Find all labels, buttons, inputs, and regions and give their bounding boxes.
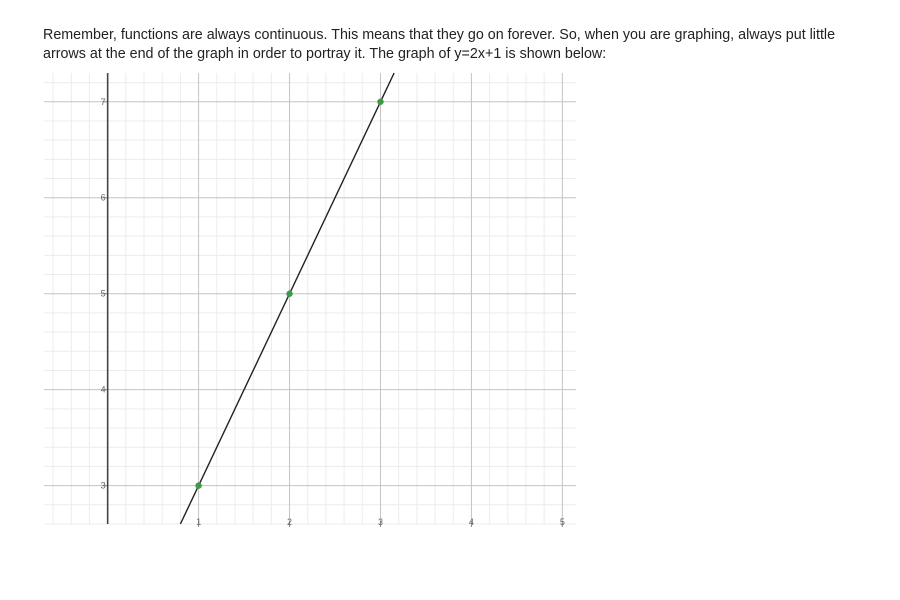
data-point (286, 290, 293, 297)
x-tick-label: 5 (560, 517, 565, 527)
x-tick-label: 4 (469, 517, 474, 527)
major-grid (44, 73, 576, 524)
y-tick-label: 5 (101, 289, 106, 299)
x-tick-label: 2 (287, 517, 292, 527)
intro-text: Remember, functions are always continuou… (43, 27, 836, 62)
function-line (179, 72, 395, 525)
y-tick-label: 7 (101, 97, 106, 107)
data-point (195, 482, 202, 489)
series-lines (179, 72, 395, 525)
y-tick-label: 6 (101, 193, 106, 203)
y-tick-label: 4 (101, 385, 106, 395)
axes (102, 73, 563, 527)
tick-labels: 1 2 3 4 5 3 4 5 6 7 (101, 97, 565, 527)
data-point (377, 98, 384, 105)
x-tick-label: 3 (378, 517, 383, 527)
x-tick-label: 1 (196, 517, 201, 527)
data-points (195, 98, 384, 489)
minor-grid (44, 73, 576, 525)
y-tick-label: 3 (101, 481, 106, 491)
